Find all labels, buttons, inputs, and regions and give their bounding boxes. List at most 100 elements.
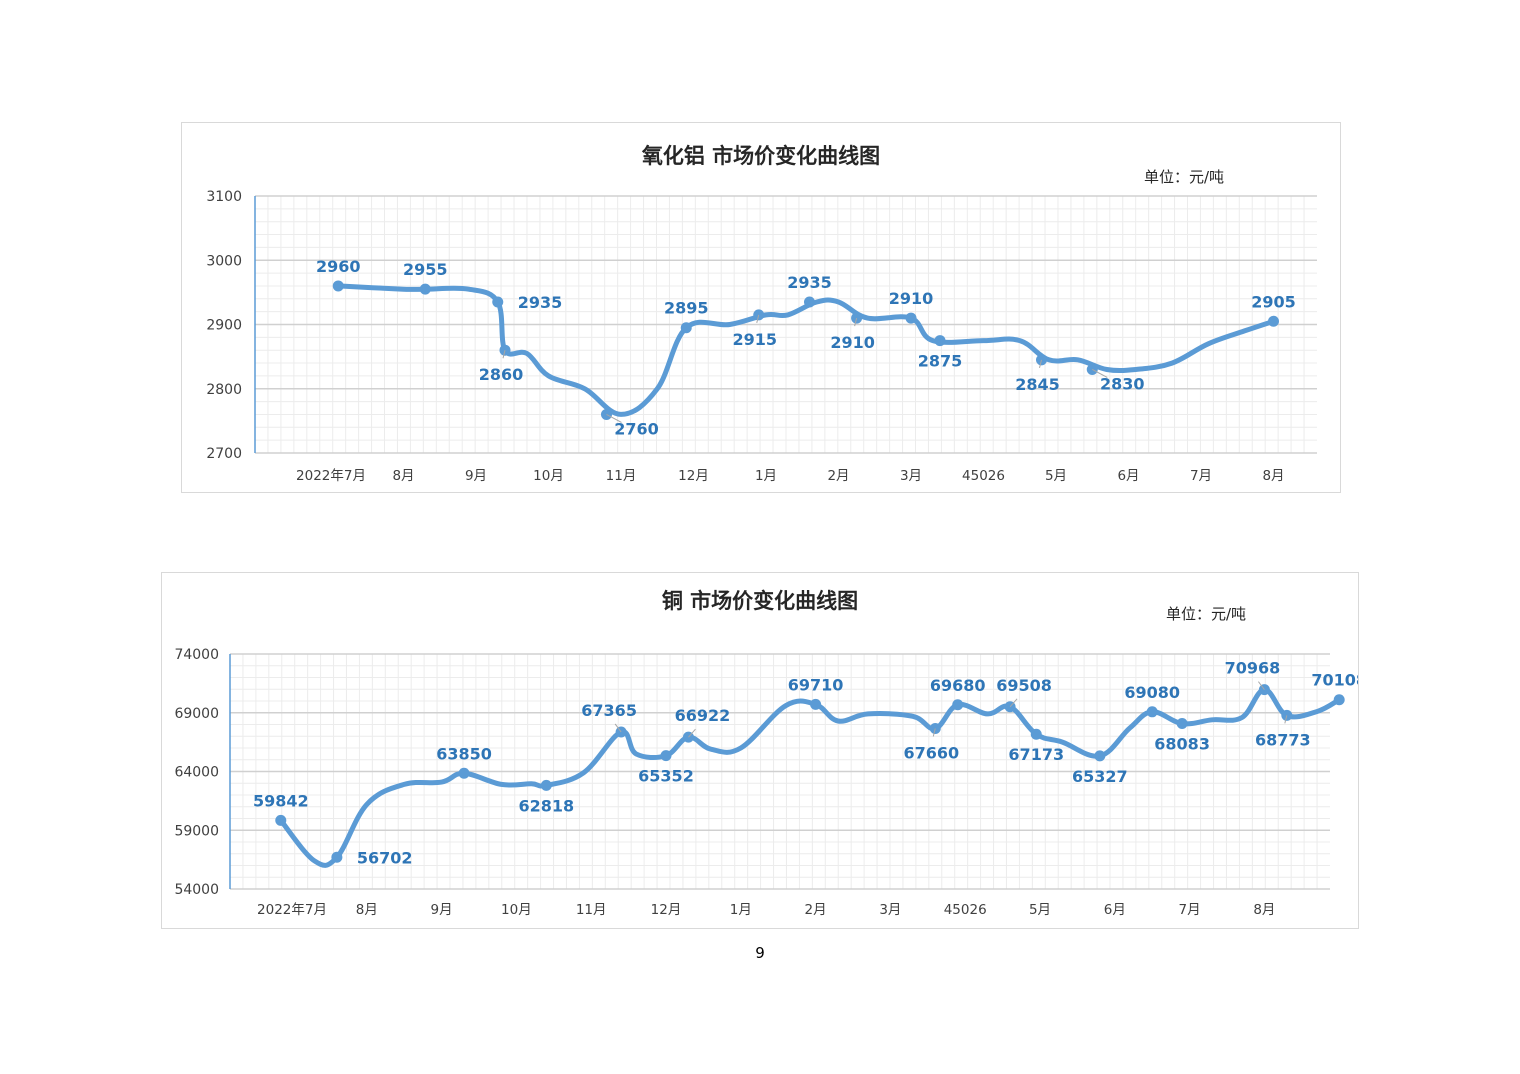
data-label: 2860	[479, 365, 524, 384]
x-tick-label: 5月	[1045, 468, 1067, 484]
leader-line	[854, 317, 858, 327]
chart-title: 氧化铝 市场价变化曲线图	[642, 144, 880, 168]
y-tick-label: 59000	[174, 823, 219, 839]
x-tick-label: 2022年7月	[296, 468, 366, 484]
data-point	[1030, 728, 1042, 740]
data-label: 70968	[1225, 659, 1281, 678]
y-tick-label: 54000	[174, 882, 219, 898]
x-tick-label: 2022年7月	[257, 902, 327, 918]
data-label: 2915	[732, 330, 777, 349]
data-label: 2960	[316, 257, 361, 276]
x-tick-label: 7月	[1179, 902, 1201, 918]
data-point	[492, 296, 504, 308]
copper-price-chart: 54000 59000 64000 69000 74000 2022年7月 8月 9月 10月 1…	[174, 589, 1367, 918]
data-label: 63850	[436, 744, 492, 763]
data-label: 2910	[830, 333, 875, 352]
x-tick-label: 8月	[1253, 902, 1275, 918]
leader-line	[1009, 698, 1018, 708]
data-label: 2875	[918, 352, 963, 371]
x-tick-label: 2月	[827, 468, 849, 484]
data-label: 65352	[638, 767, 694, 786]
x-tick-label: 45026	[944, 902, 987, 918]
data-label: 2935	[787, 273, 832, 292]
x-tick-label: 10月	[533, 468, 564, 484]
x-tick-label: 5月	[1029, 902, 1051, 918]
alumina-price-chart: 2700 2800 2900 3000 3100 2022年7月 8月 9月 10月 11月 12月…	[206, 144, 1317, 484]
data-point	[1094, 750, 1106, 762]
y-tick-label: 74000	[174, 647, 219, 663]
series-line	[335, 283, 1276, 417]
data-label: 2845	[1015, 375, 1060, 394]
data-point	[275, 814, 287, 826]
leader-line	[614, 723, 622, 733]
data-label: 2830	[1100, 374, 1145, 393]
y-tick-label: 3000	[206, 253, 242, 269]
y-tick-label: 69000	[174, 706, 219, 722]
x-tick-label: 12月	[651, 902, 682, 918]
data-label: 69508	[996, 676, 1052, 695]
y-tick-label: 2900	[206, 318, 242, 334]
data-label: 69680	[930, 676, 986, 695]
data-label: 67173	[1008, 745, 1064, 764]
data-point	[804, 296, 815, 308]
x-tick-label: 3月	[900, 468, 922, 484]
y-tick-label: 2700	[206, 446, 242, 462]
x-tick-label: 9月	[431, 902, 453, 918]
x-tick-label: 3月	[879, 902, 901, 918]
leader-line	[1284, 715, 1288, 724]
data-label: 2760	[614, 419, 659, 438]
data-label: 62818	[518, 796, 574, 815]
data-label: 68773	[1255, 730, 1311, 749]
x-tick-label: 6月	[1104, 902, 1126, 918]
data-label: 66922	[675, 706, 731, 725]
x-tick-label: 8月	[1262, 468, 1284, 484]
data-label: 2955	[403, 260, 448, 279]
leader-line	[606, 414, 622, 423]
alumina-chart-panel: 2700 2800 2900 3000 3100 2022年7月 8月 9月 10月 11月 12月…	[181, 122, 1341, 493]
data-point	[660, 750, 672, 762]
copper-chart-panel: 54000 59000 64000 69000 74000 2022年7月 8月 9月 10月 1…	[161, 572, 1367, 929]
x-tick-label: 11月	[576, 902, 607, 918]
data-point	[331, 851, 343, 863]
data-point	[905, 312, 917, 324]
data-label: 2910	[889, 289, 934, 308]
data-point	[1268, 315, 1279, 327]
leader-line	[688, 728, 696, 738]
unit-label: 单位：元/吨	[1144, 168, 1224, 186]
x-tick-label: 8月	[356, 902, 378, 918]
data-point	[753, 309, 765, 321]
data-point	[540, 779, 552, 791]
leader-line	[756, 314, 760, 323]
leader-line	[1258, 681, 1265, 690]
unit-label: 单位：元/吨	[1166, 605, 1246, 623]
data-label: 59842	[253, 791, 309, 810]
series-line	[278, 687, 1342, 868]
data-point	[458, 767, 470, 779]
x-tick-label: 7月	[1190, 468, 1212, 484]
data-point	[1333, 694, 1345, 706]
data-label: 68083	[1154, 735, 1210, 754]
chart-title: 铜 市场价变化曲线图	[662, 589, 858, 613]
x-tick-label: 1月	[730, 902, 752, 918]
data-point	[1281, 709, 1293, 721]
data-label: 67660	[903, 743, 959, 762]
data-label: 2905	[1251, 292, 1296, 311]
leader-line	[1092, 369, 1108, 378]
page-number: 9	[755, 944, 765, 962]
data-point	[934, 335, 946, 347]
data-point	[952, 699, 964, 711]
y-tick-label: 2800	[206, 382, 242, 398]
data-point	[1146, 706, 1158, 718]
leader-line	[502, 350, 506, 359]
x-tick-label: 9月	[465, 468, 487, 484]
data-point	[680, 322, 692, 334]
x-tick-label: 1月	[755, 468, 777, 484]
data-point	[419, 283, 431, 295]
data-label: 65327	[1072, 767, 1128, 786]
data-label: 69710	[788, 675, 844, 694]
x-tick-label: 8月	[392, 468, 414, 484]
y-tick-label: 64000	[174, 765, 219, 781]
data-point	[810, 698, 822, 710]
x-tick-label: 2月	[805, 902, 827, 918]
data-point	[332, 280, 344, 292]
